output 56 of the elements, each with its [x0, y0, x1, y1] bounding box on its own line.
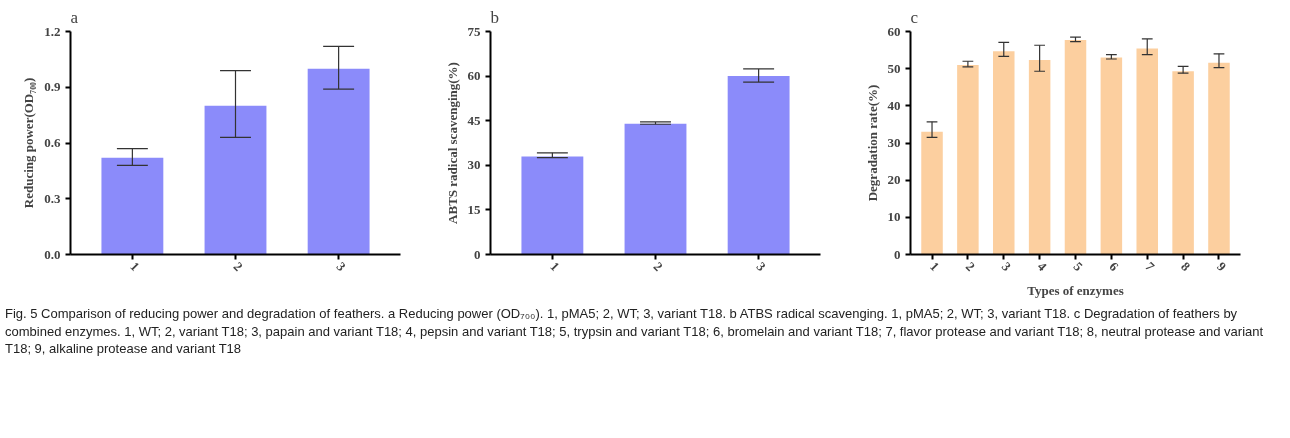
bar: [1172, 71, 1194, 255]
y-tick-label: 0.6: [44, 135, 61, 150]
x-axis-title: Types of enzymes: [1027, 282, 1124, 298]
y-tick-label: 0.3: [44, 190, 61, 206]
bar: [204, 105, 267, 255]
y-axis-title: ABTS radical scavenging(%): [444, 62, 460, 224]
x-tick-label: 3: [333, 258, 350, 275]
bar: [921, 131, 943, 255]
x-tick-label: 8: [1178, 258, 1194, 275]
y-tick-label: 20: [887, 172, 901, 188]
y-tick-label: 0.0: [44, 246, 61, 262]
bar: [1064, 40, 1087, 255]
x-tick-label: 2: [962, 258, 979, 275]
bar: [521, 156, 584, 255]
bar: [1028, 60, 1051, 255]
y-tick-label: 75: [467, 23, 481, 39]
y-tick-label: 0.9: [44, 79, 61, 95]
x-tick-label: 1: [127, 258, 143, 275]
y-tick-label: 45: [467, 112, 481, 128]
y-axis-title: Reducing power(OD₇₀₀): [21, 77, 37, 209]
bar: [101, 157, 164, 255]
bar: [1136, 48, 1158, 255]
y-tick-label: 1.2: [44, 23, 61, 39]
y-tick-label: 15: [467, 201, 481, 217]
bar: [1208, 62, 1230, 255]
x-tick-label: 6: [1106, 258, 1122, 275]
y-tick-label: 10: [887, 209, 901, 225]
x-tick-label: 9: [1214, 258, 1230, 275]
chart-title: b: [490, 7, 499, 27]
y-tick-label: 60: [887, 23, 901, 39]
x-tick-label: 7: [1142, 258, 1158, 275]
y-tick-label: 30: [467, 157, 481, 173]
bar: [1100, 57, 1123, 255]
y-tick-label: 40: [887, 97, 901, 113]
x-tick-label: 2: [230, 258, 246, 275]
x-tick-label: 5: [1070, 258, 1087, 275]
chart-title: a: [70, 7, 79, 27]
caption: Fig. 5 Comparison of reducing power and degradation of feathers. a Reducing power (OD₇₀₀). 1, pMA5; 2, WT; 3, variant T18. b ATBS radical scavenging. 1, pMA5; 2, WT; 3, variant T18. c Degradation of feathers by combined enzymes. 1, WT; 2, variant T18; 3, papain and variant T18; 4, pepsin and variant T18; 5, trypsin and variant T18; 6, bromelain and variant T18; 7, flavor protease and variant T18; 8, neutral protease and variant T18; 9, alkaline protease and variant T18: [5, 305, 1265, 358]
y-tick-label: 0: [894, 246, 901, 262]
chart-title: c: [910, 7, 919, 27]
bar: [307, 68, 370, 255]
x-tick-label: 3: [998, 258, 1015, 275]
x-tick-label: 2: [650, 258, 666, 275]
x-tick-label: 1: [547, 258, 563, 275]
bar: [624, 123, 687, 255]
y-axis-title: Degradation rate(%): [864, 84, 880, 202]
bar: [957, 64, 979, 255]
y-tick-label: 60: [467, 68, 481, 84]
y-tick-label: 0: [474, 246, 481, 262]
y-tick-label: 50: [887, 60, 901, 76]
x-tick-label: 3: [753, 258, 770, 275]
bar: [993, 51, 1015, 255]
bar: [727, 76, 790, 255]
x-tick-label: 1: [927, 258, 943, 275]
x-tick-label: 4: [1034, 258, 1051, 275]
y-tick-label: 30: [887, 135, 901, 150]
